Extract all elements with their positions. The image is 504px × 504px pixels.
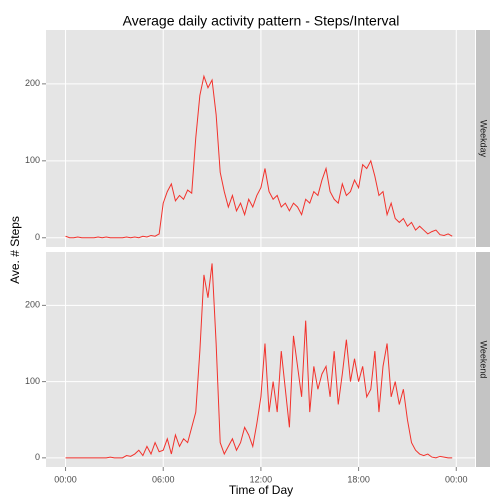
- strip-label: Weekend: [479, 341, 489, 379]
- y-tick-label: 0: [35, 452, 40, 462]
- y-tick-label: 100: [25, 376, 40, 386]
- y-tick-label: 200: [25, 78, 40, 88]
- y-axis-label: Ave. # Steps: [8, 216, 22, 284]
- line: [65, 74, 453, 239]
- strip-label: Weekday: [479, 120, 489, 158]
- line: [65, 263, 453, 459]
- strip: [476, 30, 490, 247]
- y-tick-label: 200: [25, 300, 40, 310]
- strip: [476, 252, 490, 467]
- y-tick-label: 0: [35, 232, 40, 242]
- x-tick-label: 06:00: [152, 474, 175, 484]
- x-tick-label: 00:00: [54, 474, 77, 484]
- x-tick-label: 12:00: [250, 474, 273, 484]
- chart-title: Average daily activity pattern - Steps/I…: [123, 13, 400, 29]
- x-tick-label: 00:00: [445, 474, 468, 484]
- y-tick-label: 100: [25, 155, 40, 165]
- x-tick-label: 18:00: [347, 474, 370, 484]
- x-axis-label: Time of Day: [229, 483, 293, 497]
